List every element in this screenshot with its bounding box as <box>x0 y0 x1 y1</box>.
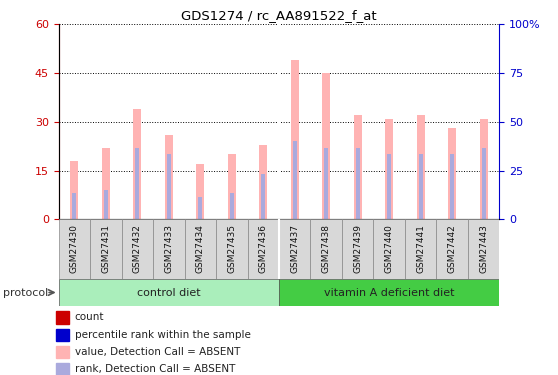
Bar <box>323 73 330 219</box>
Text: GSM27432: GSM27432 <box>133 224 142 273</box>
FancyBboxPatch shape <box>153 219 185 279</box>
FancyBboxPatch shape <box>373 219 405 279</box>
FancyBboxPatch shape <box>122 219 153 279</box>
FancyBboxPatch shape <box>59 279 279 306</box>
Text: GSM27441: GSM27441 <box>416 224 425 273</box>
FancyBboxPatch shape <box>90 219 122 279</box>
Text: GSM27433: GSM27433 <box>164 224 174 273</box>
Text: vitamin A deficient diet: vitamin A deficient diet <box>324 288 454 297</box>
Text: GSM27431: GSM27431 <box>102 224 110 273</box>
Bar <box>72 194 76 219</box>
Bar <box>56 363 69 375</box>
Text: GSM27434: GSM27434 <box>196 224 205 273</box>
Bar <box>70 161 78 219</box>
Text: GSM27436: GSM27436 <box>259 224 268 273</box>
FancyBboxPatch shape <box>59 219 90 279</box>
Bar <box>198 196 203 219</box>
Bar <box>196 164 204 219</box>
FancyBboxPatch shape <box>468 219 499 279</box>
Bar <box>56 311 69 324</box>
Bar <box>135 148 140 219</box>
Bar <box>133 109 141 219</box>
Text: GSM27440: GSM27440 <box>384 224 394 273</box>
Text: GSM27437: GSM27437 <box>290 224 299 273</box>
Text: GSM27435: GSM27435 <box>227 224 236 273</box>
Bar <box>102 148 110 219</box>
Bar <box>385 118 393 219</box>
Bar <box>448 128 456 219</box>
Text: GSM27442: GSM27442 <box>448 224 456 273</box>
Bar <box>228 154 235 219</box>
FancyBboxPatch shape <box>248 219 279 279</box>
Title: GDS1274 / rc_AA891522_f_at: GDS1274 / rc_AA891522_f_at <box>181 9 377 22</box>
Bar <box>229 194 234 219</box>
Bar <box>387 154 391 219</box>
Bar <box>354 116 362 219</box>
Bar <box>104 190 108 219</box>
Bar <box>355 148 360 219</box>
Bar <box>259 145 267 219</box>
Bar <box>292 141 297 219</box>
Bar <box>167 154 171 219</box>
Bar <box>291 60 299 219</box>
FancyBboxPatch shape <box>185 219 216 279</box>
Text: control diet: control diet <box>137 288 201 297</box>
Text: count: count <box>75 312 104 322</box>
Text: GSM27443: GSM27443 <box>479 224 488 273</box>
Bar <box>56 328 69 341</box>
Bar <box>324 148 329 219</box>
FancyBboxPatch shape <box>405 219 436 279</box>
FancyBboxPatch shape <box>216 219 248 279</box>
Bar <box>480 118 488 219</box>
Bar <box>450 154 454 219</box>
Bar <box>418 154 423 219</box>
Text: percentile rank within the sample: percentile rank within the sample <box>75 330 251 340</box>
Bar <box>165 135 173 219</box>
FancyBboxPatch shape <box>342 219 373 279</box>
FancyBboxPatch shape <box>279 219 310 279</box>
Text: GSM27439: GSM27439 <box>353 224 362 273</box>
FancyBboxPatch shape <box>279 279 499 306</box>
Text: value, Detection Call = ABSENT: value, Detection Call = ABSENT <box>75 347 240 357</box>
Text: rank, Detection Call = ABSENT: rank, Detection Call = ABSENT <box>75 364 235 375</box>
Text: GSM27430: GSM27430 <box>70 224 79 273</box>
Bar <box>56 346 69 358</box>
FancyBboxPatch shape <box>310 219 342 279</box>
Bar <box>261 174 266 219</box>
FancyBboxPatch shape <box>436 219 468 279</box>
Bar <box>482 148 486 219</box>
Text: protocol: protocol <box>3 288 48 297</box>
Text: GSM27438: GSM27438 <box>322 224 331 273</box>
Bar <box>417 116 425 219</box>
